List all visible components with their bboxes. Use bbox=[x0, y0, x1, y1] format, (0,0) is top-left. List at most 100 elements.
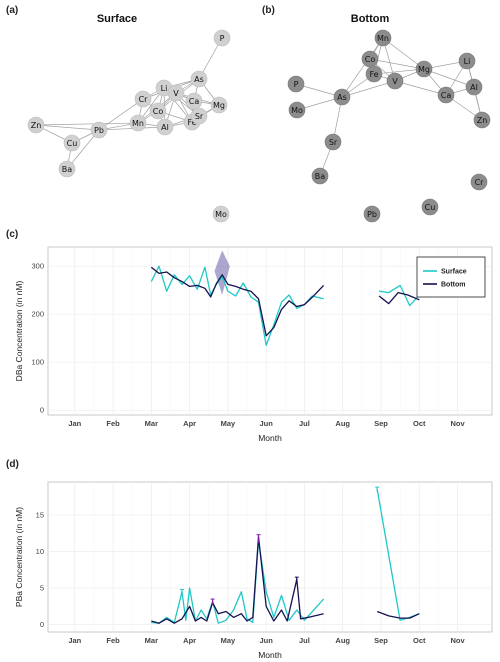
network-node-label: As bbox=[194, 75, 204, 84]
network-edge bbox=[382, 37, 425, 70]
network-node-label: Cr bbox=[139, 95, 149, 104]
panel-a-label: (a) bbox=[6, 5, 18, 16]
series-line-bottom bbox=[151, 536, 324, 624]
network-edge bbox=[35, 122, 139, 126]
y-axis-label: DBa Concentration (in nM) bbox=[14, 281, 24, 382]
x-tick-label: Feb bbox=[106, 419, 120, 428]
network-node-label: Ca bbox=[441, 91, 452, 100]
network-node-label: V bbox=[392, 77, 398, 86]
y-tick-label: 5 bbox=[40, 584, 44, 593]
x-tick-label: Nov bbox=[450, 636, 465, 645]
panel-c-label: (c) bbox=[6, 229, 18, 240]
network-node-cu bbox=[63, 134, 81, 152]
network-edge bbox=[341, 80, 396, 98]
network-node-al bbox=[156, 118, 174, 136]
series-line-surface bbox=[379, 284, 420, 307]
network-node-ca bbox=[437, 86, 455, 104]
error-band bbox=[214, 250, 230, 295]
legend-box bbox=[416, 256, 486, 298]
network-node-zn bbox=[27, 116, 45, 134]
network-node-cr bbox=[134, 90, 152, 108]
network-node-cu bbox=[421, 198, 439, 216]
network-node-label: Sr bbox=[329, 138, 338, 147]
network-node-label: Fe bbox=[187, 118, 196, 127]
x-tick-label: Sep bbox=[374, 419, 388, 428]
network-node-label: Li bbox=[161, 84, 168, 93]
network-node-label: Pb bbox=[94, 126, 104, 135]
network-node-label: Cu bbox=[67, 139, 78, 148]
x-tick-label: Jun bbox=[260, 419, 274, 428]
x-tick-label: Jul bbox=[299, 419, 310, 428]
legend-label: Bottom bbox=[441, 282, 466, 289]
network-node-label: Co bbox=[365, 55, 376, 64]
network-node-label: Zn bbox=[477, 116, 488, 125]
x-tick-label: May bbox=[221, 419, 236, 428]
network-node-p bbox=[213, 29, 231, 47]
network-node-label: Mo bbox=[215, 210, 227, 219]
network-node-label: Mo bbox=[291, 106, 303, 115]
network-node-label: P bbox=[220, 34, 225, 43]
network-edge bbox=[394, 80, 447, 96]
x-axis-label: Month bbox=[258, 433, 282, 443]
network-node-mg bbox=[210, 96, 228, 114]
y-tick-label: 15 bbox=[36, 510, 44, 519]
network-node-label: Ba bbox=[315, 172, 325, 181]
network-node-co bbox=[149, 102, 167, 120]
network-node-mn bbox=[129, 114, 147, 132]
network-node-label: Mg bbox=[213, 101, 225, 110]
network-node-label: P bbox=[294, 80, 299, 89]
network-node-p bbox=[287, 75, 305, 93]
network-node-label: As bbox=[337, 93, 347, 102]
x-tick-label: Nov bbox=[450, 419, 465, 428]
network-edge bbox=[373, 68, 425, 75]
x-tick-label: Oct bbox=[413, 636, 426, 645]
x-tick-label: Apr bbox=[183, 636, 196, 645]
legend-label: Surface bbox=[441, 269, 467, 276]
dba-chart: 0 100 200 300 Jan Feb Mar Apr May Jun Jul Aug Sep Oct… bbox=[14, 246, 493, 443]
network-node-label: Ba bbox=[62, 165, 72, 174]
network-node-zn bbox=[473, 111, 491, 129]
network-node-cr bbox=[470, 173, 488, 191]
y-tick-label: 100 bbox=[31, 358, 44, 367]
plot-area bbox=[47, 481, 493, 633]
x-tick-label: Oct bbox=[413, 419, 426, 428]
y-tick-label: 300 bbox=[31, 262, 44, 271]
bottom-network: Mn Co Fe V Mg Li P As Ca Al Mo Zn Sr Ba Cr Pb Cu bbox=[287, 29, 491, 223]
network-node-label: Mn bbox=[377, 34, 389, 43]
network-node-label: Al bbox=[470, 83, 478, 92]
x-tick-label: Aug bbox=[335, 419, 350, 428]
network-edge bbox=[423, 68, 475, 88]
network-node-pb bbox=[90, 121, 108, 139]
network-node-v bbox=[386, 72, 404, 90]
network-edge bbox=[66, 129, 100, 170]
network-node-as bbox=[190, 70, 208, 88]
x-tick-label: May bbox=[221, 636, 236, 645]
network-node-label: V bbox=[173, 89, 179, 98]
x-tick-label: Jun bbox=[260, 636, 274, 645]
network-edge bbox=[98, 98, 144, 131]
network-node-pb bbox=[363, 205, 381, 223]
network-node-label: Cr bbox=[475, 178, 485, 187]
network-node-label: Sr bbox=[195, 112, 204, 121]
network-node-as bbox=[333, 88, 351, 106]
network-edge bbox=[341, 37, 384, 98]
network-edge bbox=[369, 58, 425, 70]
network-node-mg bbox=[415, 60, 433, 78]
network-node-v bbox=[167, 84, 185, 102]
network-node-mo bbox=[288, 101, 306, 119]
network-node-label: Fe bbox=[369, 70, 378, 79]
network-node-ba bbox=[58, 160, 76, 178]
x-tick-label: Apr bbox=[183, 419, 196, 428]
network-node-sr bbox=[190, 107, 208, 125]
y-tick-label: 0 bbox=[40, 620, 44, 629]
panel-d-label: (d) bbox=[6, 459, 19, 470]
network-node-ca bbox=[185, 92, 203, 110]
network-node-mn bbox=[374, 29, 392, 47]
pba-chart: 0 5 10 15 Jan Feb Mar Apr May Jun Jul Aug Sep Oct Nov M… bbox=[14, 481, 493, 660]
network-node-label: Pb bbox=[367, 210, 377, 219]
network-node-label: Cu bbox=[425, 203, 436, 212]
panel-b-label: (b) bbox=[262, 5, 275, 16]
network-node-label: Ca bbox=[189, 97, 200, 106]
